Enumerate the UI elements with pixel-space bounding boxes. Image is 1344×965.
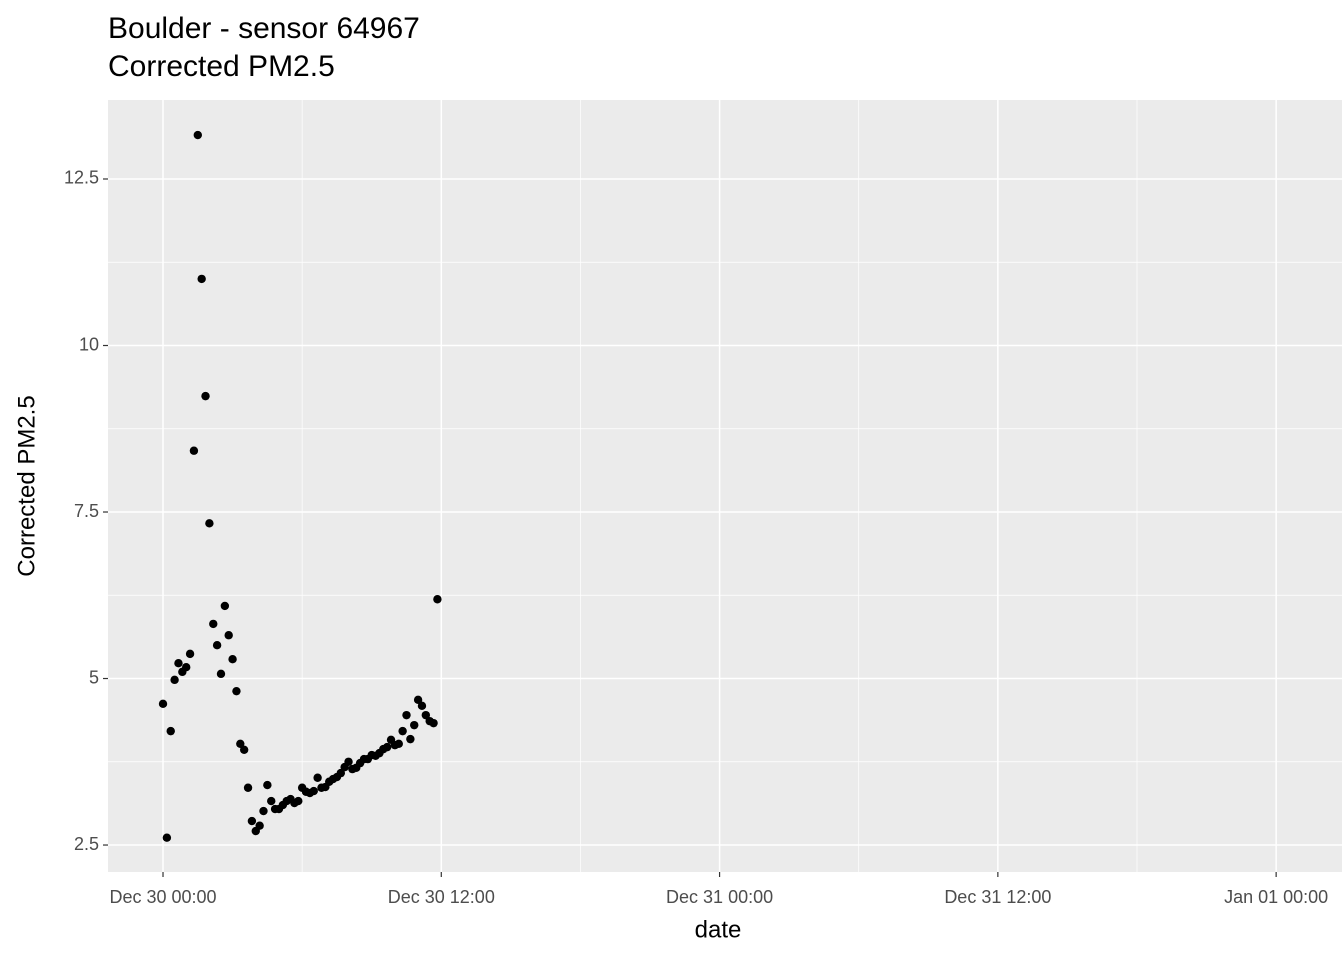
point (344, 757, 353, 766)
y-tick-label: 7.5 (74, 501, 99, 521)
point (247, 816, 257, 826)
y-axis-label: Corrected PM2.5 (13, 395, 40, 576)
x-tick-label: Jan 01 00:00 (1224, 887, 1328, 907)
point (417, 701, 427, 711)
point (410, 720, 419, 730)
point (166, 726, 175, 736)
point (162, 833, 172, 842)
point (259, 806, 268, 816)
plot-layer: 2.5 5 7.5 10 12.5 Dec 30 00:00 Dec 30 12:00 Dec… (64, 100, 1342, 907)
panel (108, 100, 1342, 872)
x-axis-label: date (695, 916, 742, 943)
point (294, 796, 303, 806)
point (224, 631, 233, 640)
y-tick-label: 12.5 (64, 168, 99, 188)
point (263, 780, 272, 790)
point (398, 726, 407, 736)
point (382, 742, 392, 752)
point (236, 739, 245, 748)
point (394, 739, 403, 748)
point (181, 662, 191, 672)
x-tick-label: Dec 30 12:00 (388, 887, 495, 907)
point (239, 745, 249, 754)
point (201, 391, 210, 401)
point (413, 695, 423, 705)
point (197, 274, 206, 284)
x-tick-label: Dec 30 00:00 (109, 887, 216, 907)
point (170, 675, 179, 685)
point (402, 710, 411, 720)
y-tick-label: 5 (89, 667, 99, 687)
point (209, 619, 218, 629)
point (220, 601, 230, 611)
y-tick-label: 2.5 (74, 834, 99, 854)
point (309, 786, 318, 796)
x-tick-label: Dec 31 12:00 (944, 887, 1051, 907)
point (212, 641, 222, 650)
point (205, 519, 214, 528)
point (267, 796, 276, 806)
point (193, 130, 202, 140)
point (243, 783, 253, 792)
point (429, 718, 438, 728)
point (255, 821, 264, 830)
y-tick-label: 10 (79, 334, 99, 354)
point (189, 446, 199, 455)
point (216, 669, 226, 679)
point (158, 699, 168, 709)
point (406, 734, 415, 744)
x-tick-label: Dec 31 00:00 (666, 887, 773, 907)
point (313, 773, 322, 782)
point (421, 710, 431, 720)
point (336, 768, 346, 778)
chart-subtitle: Corrected PM2.5 (108, 50, 335, 83)
point (232, 686, 241, 696)
chart-title: Boulder - sensor 64967 (108, 12, 420, 45)
point (433, 595, 442, 604)
point (185, 649, 195, 659)
point (174, 658, 183, 668)
point (228, 655, 237, 664)
